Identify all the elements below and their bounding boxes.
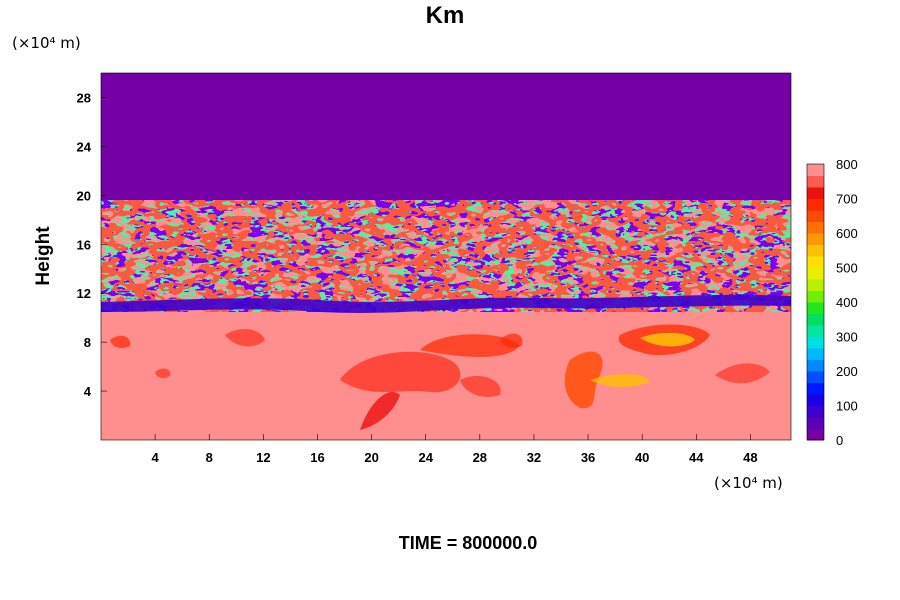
x-tick-label: 20 [364,450,378,465]
mixed-turbulent-layer [101,200,791,313]
colorbar-swatch [807,394,824,406]
lower-blue-band [101,294,791,313]
red-patch [420,334,520,357]
colorbar-swatch [807,198,824,211]
colorbar-tick-label: 300 [836,330,858,345]
colorbar-tick-label: 800 [836,157,858,172]
plot-frame [100,72,792,441]
y-tick-label: 8 [84,335,91,350]
upper-layer [101,73,791,203]
colorbar-frame [806,163,825,441]
x-axis-ticks: 4 8 12 16 20 24 28 32 36 40 44 48 [152,434,758,465]
y-unit-label: (×10⁴ m) [12,34,81,52]
colorbar-swatch [807,187,824,199]
x-tick-label: 24 [418,450,433,465]
colorbar-swatch [807,325,824,337]
time-label: TIME = 800000.0 [399,533,538,553]
x-tick-label: 8 [206,450,213,465]
colorbar-swatch [807,175,824,188]
x-tick-label: 32 [527,450,541,465]
colorbar-swatch [807,405,824,418]
colorbar-swatch [807,164,824,176]
colorbar: 0 100 200 300 400 500 600 700 800 [806,157,858,448]
y-tick-label: 20 [77,188,91,203]
x-unit-label: (×10⁴ m) [714,474,783,492]
colorbar-swatch [807,302,824,314]
colorbar-tick-label: 100 [836,399,858,414]
colorbar-tick-label: 700 [836,192,858,207]
plot-area [101,73,791,440]
colorbar-swatch [807,348,824,360]
x-tick-label: 48 [743,450,757,465]
red-patch [500,333,523,348]
colorbar-tick-label: 400 [836,295,858,310]
chart-title: Km [426,2,465,29]
colorbar-swatch [807,233,824,245]
red-patch [590,374,650,387]
colorbar-tick-label: 0 [836,433,843,448]
x-tick-label: 44 [689,450,704,465]
x-tick-label: 40 [635,450,649,465]
colorbar-swatch [807,256,824,268]
colorbar-tick-label: 600 [836,226,858,241]
red-patch [110,335,131,348]
red-patch [640,332,695,347]
red-patch [564,351,603,409]
red-patch [360,391,400,430]
colorbar-swatch [807,359,824,372]
colorbar-swatch [807,428,824,441]
red-patch [225,328,265,347]
y-tick-label: 24 [77,139,92,154]
colorbar-swatch [807,313,824,326]
colorbar-swatch [807,290,824,303]
colorbar-tick-label: 500 [836,261,858,276]
colorbar-swatch [807,336,824,349]
y-axis-ticks: 4 8 12 16 20 24 28 [77,90,107,399]
colorbar-swatch [807,417,824,429]
y-tick-label: 12 [77,286,91,301]
y-tick-label: 28 [77,90,91,105]
colorbar-swatch [807,221,824,234]
red-patch [155,368,171,379]
x-tick-label: 28 [473,450,487,465]
x-tick-label: 12 [256,450,270,465]
colorbar-swatch [807,371,824,383]
y-tick-label: 4 [84,384,92,399]
mixed-layer-red-structures [101,200,791,312]
colorbar-swatch [807,244,824,257]
x-tick-label: 36 [581,450,595,465]
colorbar-swatch [807,267,824,280]
lower-red-patches [110,324,770,430]
colorbar-tick-label: 200 [836,364,858,379]
x-tick-label: 16 [310,450,324,465]
colorbar-swatch [807,210,824,222]
y-tick-label: 16 [77,237,91,252]
x-tick-label: 4 [152,450,160,465]
colorbar-swatch [807,382,824,395]
red-patch [340,351,461,393]
red-patch [715,363,770,384]
colorbar-swatch [807,279,824,291]
red-patch [460,375,501,397]
y-axis-label: Height [33,226,54,286]
